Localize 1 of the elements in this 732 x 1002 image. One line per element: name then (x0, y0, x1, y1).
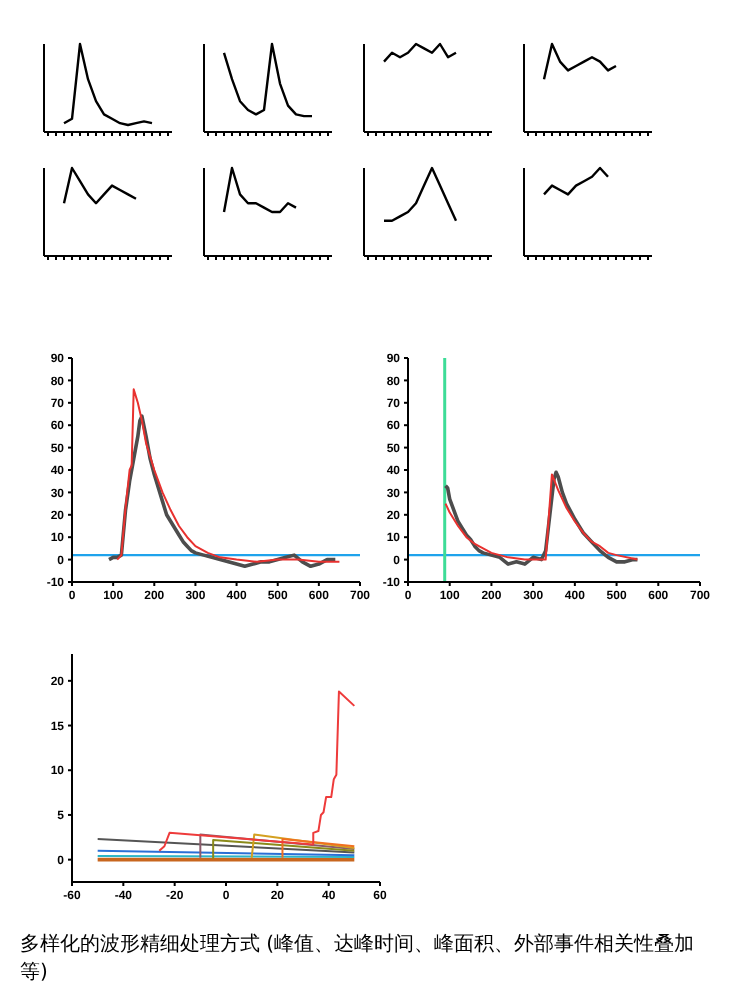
text: 多样化的波形精细处理方式 (峰值、达峰时间、峰面积、外部事件相关性叠加等) (20, 931, 697, 986)
